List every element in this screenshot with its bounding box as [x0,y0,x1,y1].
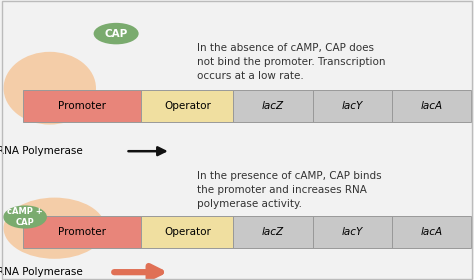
Text: lacY: lacY [342,227,363,237]
Bar [392,90,471,122]
Bar [23,216,141,248]
Ellipse shape [93,23,138,44]
Text: lacY: lacY [342,101,363,111]
Text: lacZ: lacZ [262,227,284,237]
Ellipse shape [3,52,96,125]
Bar [23,90,141,122]
Text: Operator: Operator [164,227,211,237]
Bar [233,90,312,122]
Text: RNA Polymerase: RNA Polymerase [0,146,83,156]
Ellipse shape [4,198,105,259]
Bar [312,90,392,122]
Text: lacA: lacA [420,227,443,237]
Ellipse shape [3,206,47,228]
Text: In the absence of cAMP, CAP does
not bind the promoter. Transcription
occurs at : In the absence of cAMP, CAP does not bin… [197,43,385,81]
Bar [141,90,233,122]
Text: lacA: lacA [420,101,443,111]
Bar [312,216,392,248]
Bar [233,216,312,248]
Text: cAMP +
CAP: cAMP + CAP [7,207,43,227]
Text: In the presence of cAMP, CAP binds
the promoter and increases RNA
polymerase act: In the presence of cAMP, CAP binds the p… [197,171,382,209]
Text: CAP: CAP [104,29,128,39]
Text: lacZ: lacZ [262,101,284,111]
Bar [141,216,233,248]
Text: Operator: Operator [164,101,211,111]
Text: Promoter: Promoter [58,101,106,111]
Text: Promoter: Promoter [58,227,106,237]
Text: RNA Polymerase: RNA Polymerase [0,267,83,277]
Bar [392,216,471,248]
